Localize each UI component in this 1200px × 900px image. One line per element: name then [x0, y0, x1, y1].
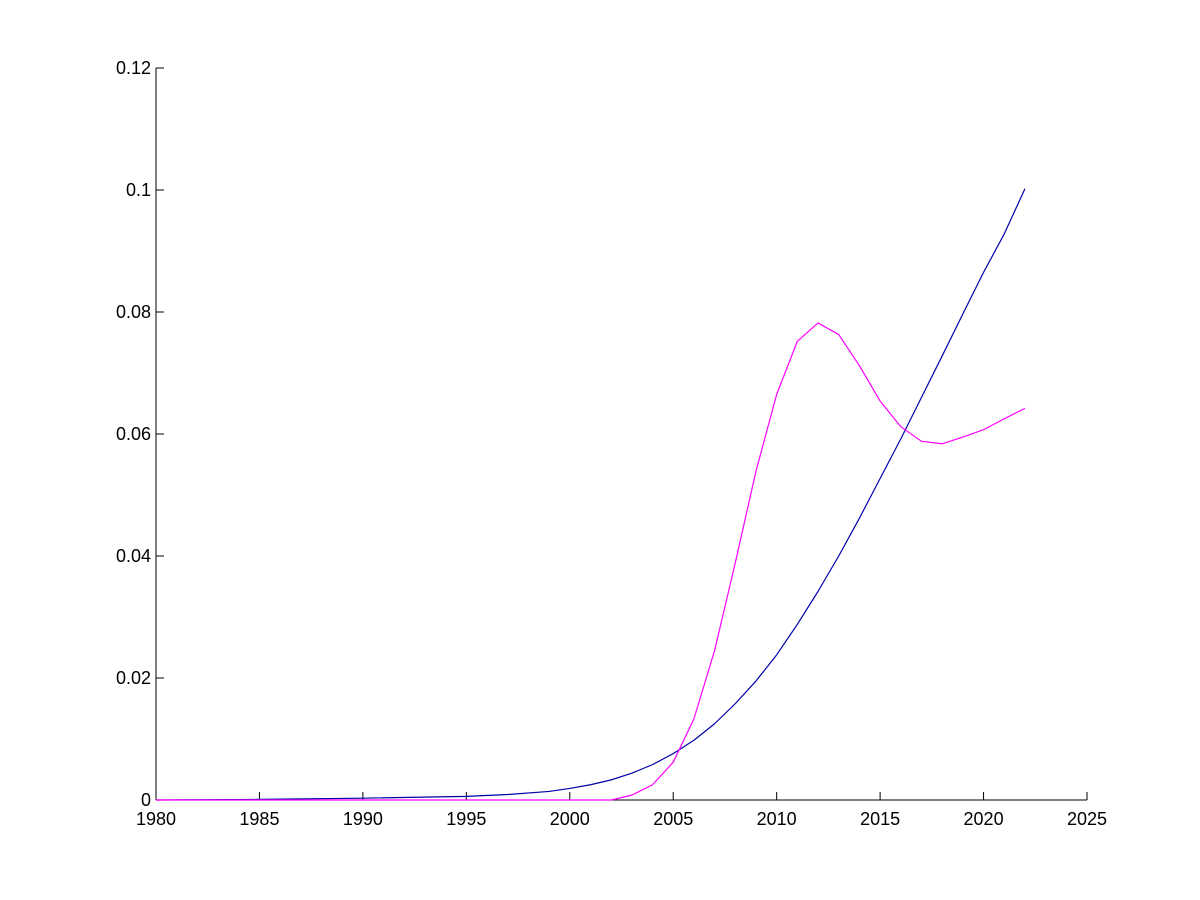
series-layer	[155, 188, 1026, 801]
y-tick-label: 0.08	[116, 302, 151, 322]
x-tick-label: 1995	[446, 809, 486, 829]
x-tick-label: 1985	[239, 809, 279, 829]
x-tick-label: 2025	[1067, 809, 1107, 829]
series-line-1	[155, 188, 1026, 801]
y-tick-label: 0.02	[116, 668, 151, 688]
x-tick-label: 1990	[343, 809, 383, 829]
series-line-2	[156, 322, 1026, 801]
x-tick-label: 2000	[550, 809, 590, 829]
x-tick-label: 1980	[136, 809, 176, 829]
y-tick-label: 0.06	[116, 424, 151, 444]
y-tick-label: 0.04	[116, 546, 151, 566]
x-tick-label: 2010	[757, 809, 797, 829]
tick-labels: 1980 1985 1990 1995 2000 2005 2010 2015 2020 2025…	[116, 58, 1107, 829]
y-tick-label: 0.1	[126, 180, 151, 200]
axes	[155, 67, 1088, 801]
x-tick-label: 2020	[964, 809, 1004, 829]
x-tick-label: 2015	[860, 809, 900, 829]
x-tick-label: 2005	[653, 809, 693, 829]
y-tick-label: 0	[141, 790, 151, 810]
y-tick-label: 0.12	[116, 58, 151, 78]
